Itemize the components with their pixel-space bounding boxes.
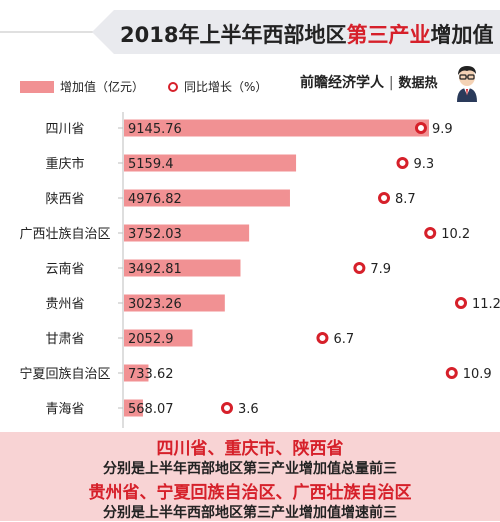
growth-dot (424, 227, 437, 239)
category-label: 青海省 (45, 402, 84, 417)
bar-value-label: 2052.9 (128, 332, 174, 347)
bar (124, 224, 250, 242)
growth-dot (221, 402, 233, 414)
title-highlight: 第三产业 (346, 23, 431, 47)
legend: 增加值（亿元） 同比增长（%） (20, 78, 267, 95)
bar (124, 119, 429, 137)
category-label: 甘肃省 (45, 332, 84, 347)
bar (124, 399, 143, 417)
growth-label: 6.7 (333, 332, 354, 347)
bar-value-label: 3752.03 (128, 227, 182, 242)
growth-dot (378, 192, 391, 204)
bar-value-label: 5159.4 (128, 157, 174, 172)
bar (124, 259, 241, 277)
growth-label: 3.6 (238, 402, 259, 417)
chart-title: 2018年上半年西部地区第三产业增加值 (120, 19, 493, 49)
growth-label: 7.9 (370, 262, 391, 277)
bar (124, 364, 149, 382)
brand-avatar-icon (457, 66, 477, 102)
category-label: 云南省 (45, 261, 84, 277)
bar-value-label: 568.07 (128, 402, 174, 417)
growth-dot (316, 332, 329, 344)
growth-label: 8.7 (395, 192, 416, 207)
category-label: 四川省 (45, 122, 84, 137)
growth-label: 9.9 (432, 122, 453, 137)
bar (124, 189, 290, 207)
category-label: 陕西省 (45, 192, 84, 207)
title-part2: 增加值 (430, 23, 494, 47)
growth-dot (445, 367, 458, 379)
legend-bar-label: 增加值（亿元） (60, 80, 145, 94)
summary-line-1: 四川省、重庆市、陕西省 (156, 439, 344, 459)
bar-value-label: 733.62 (128, 367, 174, 382)
growth-dot (414, 122, 427, 134)
bar (124, 154, 297, 172)
brand-separator: | (388, 75, 394, 91)
bar-value-label: 4976.82 (128, 192, 182, 207)
brand: 前瞻经济学人 | 数据热 (300, 72, 437, 92)
bar (124, 329, 193, 347)
brand-name: 前瞻经济学人 (300, 75, 384, 91)
legend-bar-swatch (20, 80, 54, 93)
growth-dot (396, 157, 409, 169)
bar-value-label: 9145.76 (128, 122, 182, 137)
growth-dot (353, 262, 366, 274)
title-banner (92, 10, 500, 54)
title-bar: 2018年上半年西部地区第三产业增加值 (0, 10, 500, 54)
legend-dot-label: 同比增长（%） (184, 80, 268, 94)
summary-line-4: 分别是上半年西部地区第三产业增加值增速前三 (103, 505, 397, 521)
chart-area: 四川省 9145.76 9.9 重庆市 5159.4 9.3 陕西省 4976.82 8.7 广西… (19, 112, 500, 428)
bar (124, 294, 225, 312)
bar-value-label: 3023.26 (128, 297, 182, 312)
category-label: 广西壮族自治区 (19, 226, 110, 242)
summary-panel: 四川省、重庆市、陕西省 分别是上半年西部地区第三产业增加值总量前三 贵州省、宁夏… (0, 432, 500, 521)
summary-line-2: 分别是上半年西部地区第三产业增加值总量前三 (103, 461, 397, 477)
growth-label: 11.2 (472, 297, 500, 312)
category-label: 重庆市 (45, 156, 84, 172)
brand-sub: 数据热 (398, 76, 438, 91)
legend-dot-icon (168, 81, 179, 92)
growth-dot (455, 297, 467, 309)
growth-label: 10.2 (441, 227, 470, 242)
summary-line-3: 贵州省、宁夏回族自治区、广西壮族自治区 (88, 483, 412, 503)
category-label: 宁夏回族自治区 (19, 366, 110, 382)
growth-label: 9.3 (414, 157, 435, 172)
title-part1: 2018年上半年西部地区 (120, 23, 347, 47)
category-label: 贵州省 (45, 297, 84, 312)
growth-label: 10.9 (463, 367, 492, 382)
bar-value-label: 3492.81 (128, 262, 182, 277)
